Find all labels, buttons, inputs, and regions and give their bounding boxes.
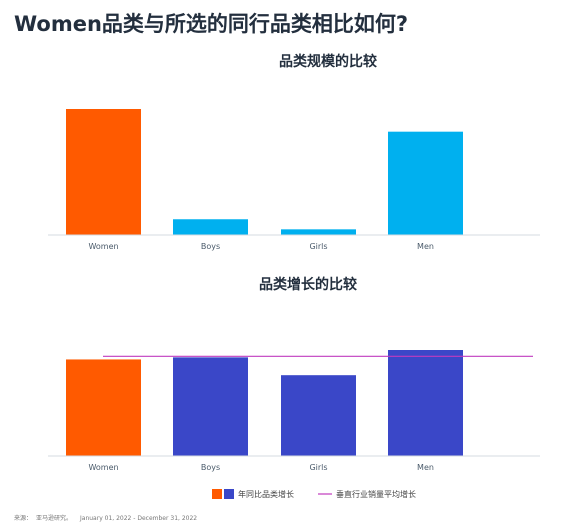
x-tick-men: Men [417,242,434,251]
source-name: 亚马逊研究。 [36,514,72,522]
bar-women [66,359,141,456]
source-period: January 01, 2022 - December 31, 2022 [79,515,197,522]
legend-swatch-women [212,489,222,499]
x-tick-girls: Girls [309,463,327,472]
bar-men [388,350,463,456]
x-tick-boys: Boys [201,242,220,251]
source-label: 来源： [14,514,32,522]
x-tick-boys: Boys [201,463,220,472]
x-tick-girls: Girls [309,242,327,251]
bar-girls [281,229,356,235]
bar-girls [281,375,356,456]
chart-title-size: 品类规模的比较 [279,53,377,70]
bar-boys [173,357,248,456]
legend-label-bars: 年同比品类增长 [238,489,294,499]
source-note: 来源： 亚马逊研究。 January 01, 2022 - December 3… [14,514,197,522]
x-tick-women: Women [88,242,118,251]
legend-swatch-peers [224,489,234,499]
bar-women [66,109,141,235]
chart-title-growth: 品类增长的比较 [259,276,357,293]
x-tick-women: Women [88,463,118,472]
bar-men [388,131,463,235]
legend: 年同比品类增长 垂直行业销量平均增长 [212,489,416,499]
x-tick-men: Men [417,463,434,472]
bar-boys [173,219,248,235]
page-title: Women品类与所选的同行品类相比如何? [14,12,409,36]
legend-label-line: 垂直行业销量平均增长 [336,489,416,499]
